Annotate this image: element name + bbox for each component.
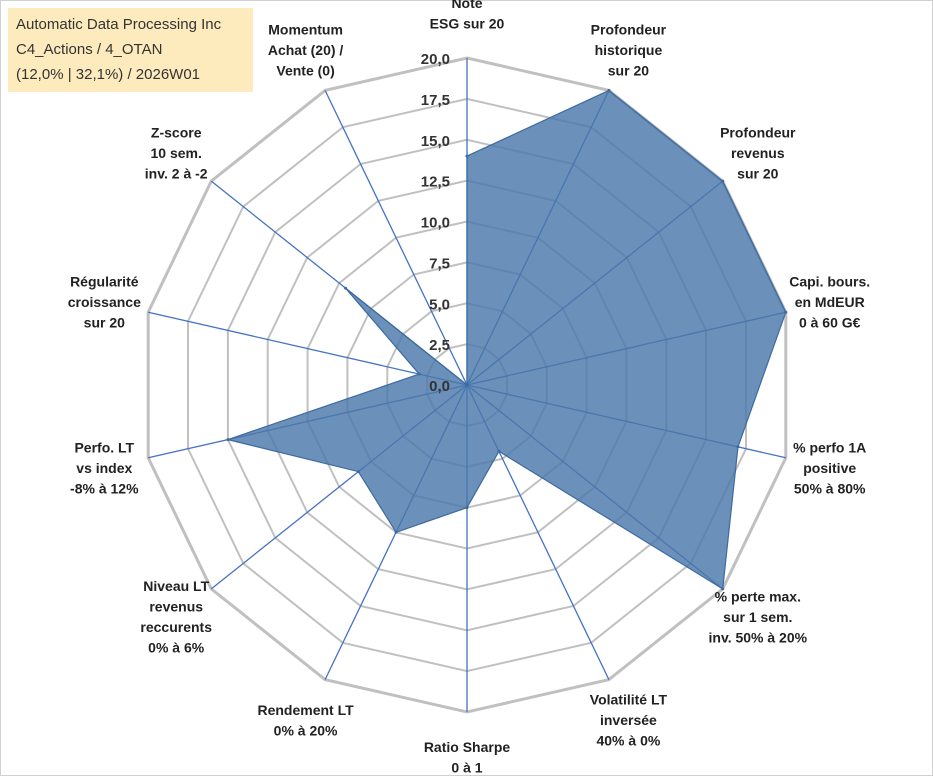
category-label-3: Capi. bours. en MdEUR 0 à 60 G€ — [789, 274, 870, 331]
category-label-2-line-1: revenus — [731, 145, 785, 161]
data-point-2 — [721, 179, 725, 183]
data-point-13 — [465, 383, 469, 387]
category-label-8: Rendement LT 0% à 20% — [257, 702, 354, 739]
category-label-13-line-2: Vente (0) — [276, 62, 334, 78]
category-label-10-line-0: Perfo. LT — [74, 439, 134, 455]
tick-label-3: 7,5 — [429, 255, 450, 272]
tick-label-5: 12,5 — [421, 174, 450, 191]
category-label-1-line-1: historique — [595, 42, 663, 58]
category-label-4-line-1: positive — [803, 460, 856, 476]
tick-label-7: 17,5 — [421, 92, 450, 109]
category-label-12-line-2: inv. 2 à -2 — [145, 166, 208, 182]
category-label-11-line-2: sur 20 — [84, 315, 125, 331]
tick-label-8: 20,0 — [421, 51, 450, 68]
category-label-4: % perfo 1A positive 50% à 80% — [793, 439, 866, 496]
category-label-0: Note ESG sur 20 — [430, 0, 505, 31]
category-label-12-line-1: 10 sem. — [151, 145, 202, 161]
category-label-7-line-1: 0 à 1 — [451, 759, 482, 775]
category-label-1-line-2: sur 20 — [608, 62, 649, 78]
category-label-1-line-0: Profondeur — [591, 21, 667, 37]
category-label-9-line-0: Niveau LT — [143, 578, 209, 594]
tick-label-1: 2,5 — [429, 337, 450, 354]
category-label-9-line-2: reccurents — [140, 619, 212, 635]
category-label-9-line-1: revenus — [149, 599, 203, 615]
category-label-7-line-0: Ratio Sharpe — [424, 739, 511, 755]
category-label-0-line-0: Note — [451, 0, 482, 11]
category-label-6-line-2: 40% à 0% — [596, 733, 660, 749]
category-label-13-line-1: Achat (20) / — [268, 42, 344, 58]
category-label-3-line-0: Capi. bours. — [789, 274, 870, 290]
tick-label-0: 0,0 — [429, 378, 450, 395]
tick-label-6: 15,0 — [421, 133, 450, 150]
category-label-13-line-0: Momentum — [268, 21, 343, 37]
category-label-7: Ratio Sharpe 0 à 1 — [424, 739, 511, 776]
title-line-1: Automatic Data Processing Inc — [16, 16, 222, 33]
category-label-3-line-1: en MdEUR — [795, 294, 865, 310]
category-label-3-line-2: 0 à 60 G€ — [799, 315, 861, 331]
category-label-2: Profondeur revenus sur 20 — [720, 125, 796, 182]
title-box: Automatic Data Processing Inc C4_Actions… — [8, 8, 253, 92]
axis-line-13 — [324, 90, 468, 386]
tick-label-2: 5,0 — [429, 296, 450, 313]
category-labels: Note ESG sur 20 Profondeur historique sur 20… — [68, 0, 870, 775]
category-label-6: Volatilité LT inversée 40% à 0% — [590, 692, 668, 749]
axis-line-11 — [148, 311, 468, 386]
category-label-11: Régularité croissance sur 20 — [68, 274, 141, 331]
category-label-9-line-3: 0% à 6% — [148, 640, 205, 656]
data-point-7 — [465, 506, 469, 510]
radial-tick-labels: 0,0 2,5 5,0 7,5 10,0 12,5 15,0 17,5 20,0 — [421, 51, 450, 395]
category-label-13: Momentum Achat (20) / Vente (0) — [268, 21, 344, 78]
data-point-11 — [417, 372, 421, 376]
data-point-9 — [356, 470, 360, 474]
category-label-2-line-2: sur 20 — [737, 166, 778, 182]
data-point-3 — [784, 310, 788, 314]
data-point-4 — [736, 445, 740, 449]
category-label-4-line-2: 50% à 80% — [794, 480, 866, 496]
category-label-8-line-0: Rendement LT — [257, 702, 354, 718]
category-label-11-line-1: croissance — [68, 294, 141, 310]
category-label-10: Perfo. LT vs index -8% à 12% — [70, 439, 139, 496]
data-point-0 — [465, 154, 469, 158]
category-label-11-line-0: Régularité — [70, 274, 139, 290]
data-point-1 — [607, 88, 611, 92]
tick-label-4: 10,0 — [421, 215, 450, 232]
category-label-6-line-0: Volatilité LT — [590, 692, 668, 708]
category-label-4-line-0: % perfo 1A — [793, 439, 866, 455]
category-label-10-line-1: vs index — [76, 460, 132, 476]
data-point-6 — [497, 449, 501, 453]
title-line-3: (12,0% | 32,1%) / 2026W01 — [16, 66, 200, 83]
category-label-12: Z-score 10 sem. inv. 2 à -2 — [145, 125, 208, 182]
radar-series — [225, 88, 788, 591]
data-point-5 — [721, 587, 725, 591]
category-label-12-line-0: Z-score — [151, 125, 202, 141]
category-label-8-line-1: 0% à 20% — [274, 722, 338, 738]
category-label-5-line-0: % perte max. — [715, 588, 801, 604]
category-label-5: % perte max. sur 1 sem. inv. 50% à 20% — [709, 588, 808, 645]
category-label-5-line-2: inv. 50% à 20% — [709, 629, 808, 645]
category-label-0-line-1: ESG sur 20 — [430, 15, 505, 31]
category-label-6-line-1: inversée — [600, 712, 657, 728]
data-point-10 — [226, 438, 230, 442]
category-label-1: Profondeur historique sur 20 — [591, 21, 667, 78]
title-line-2: C4_Actions / 4_OTAN — [16, 41, 163, 58]
data-point-8 — [394, 530, 398, 534]
data-point-12 — [344, 286, 348, 290]
category-label-2-line-0: Profondeur — [720, 125, 796, 141]
category-label-10-line-2: -8% à 12% — [70, 480, 139, 496]
category-label-9: Niveau LT revenus reccurents 0% à 6% — [140, 578, 212, 656]
category-label-5-line-1: sur 1 sem. — [723, 609, 792, 625]
